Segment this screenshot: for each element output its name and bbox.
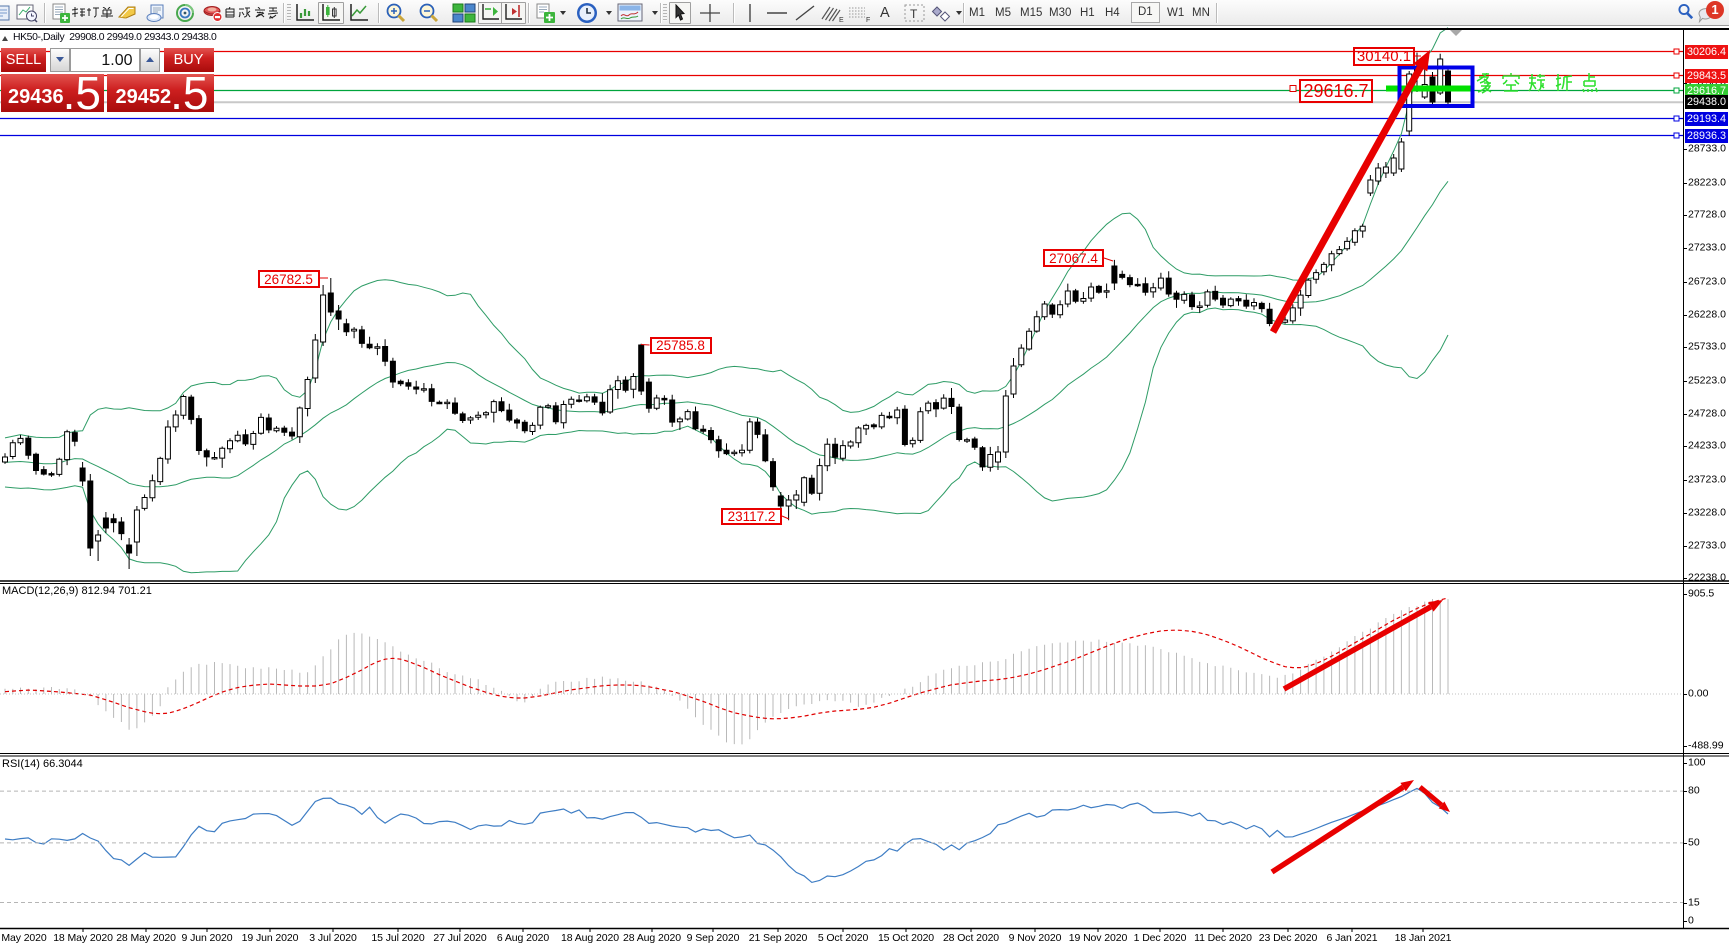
svg-text:F: F [866,17,870,24]
svg-text:T: T [910,7,918,21]
svg-text:E: E [839,17,844,24]
